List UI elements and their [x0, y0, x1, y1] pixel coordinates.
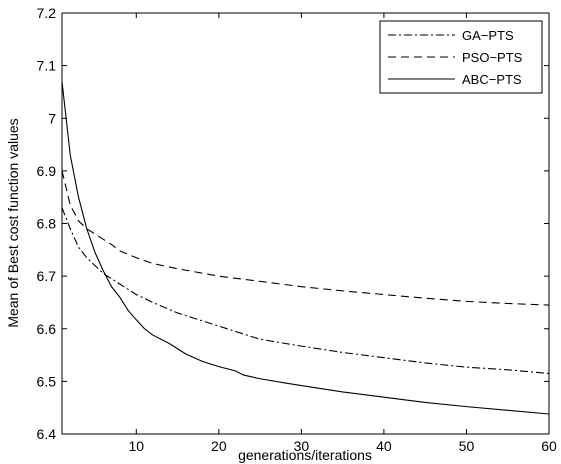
y-tick-label: 7.1: [37, 58, 57, 74]
x-tick-label: 20: [211, 438, 227, 454]
legend-label-2: PSO−PTS: [462, 50, 523, 65]
y-axis-label: Mean of Best cost function values: [5, 118, 21, 327]
series-line-1: [61, 207, 550, 375]
y-tick-label: 7.2: [37, 5, 57, 21]
y-axis-ticks: 6.4 6.5 6.6 6.7 6.8 6.9 7 7.1 7.2: [37, 5, 549, 442]
series-line-3: [61, 81, 550, 415]
y-tick-label: 7: [48, 110, 56, 126]
y-tick-label: 6.4: [37, 426, 57, 442]
y-tick-label: 6.9: [37, 163, 57, 179]
y-tick-label: 6.5: [37, 373, 57, 389]
legend-label-1: GA−PTS: [462, 28, 514, 43]
y-tick-label: 6.6: [37, 321, 57, 337]
x-tick-label: 50: [459, 438, 475, 454]
series-layer: [61, 81, 550, 415]
legend-label-3: ABC−PTS: [462, 72, 522, 87]
x-tick-label: 10: [128, 438, 144, 454]
x-tick-label: 40: [376, 438, 392, 454]
legend: GA−PTS PSO−PTS ABC−PTS: [379, 20, 543, 94]
x-tick-label: 30: [294, 438, 310, 454]
x-tick-label: 60: [541, 438, 557, 454]
x-axis-ticks: 10 20 30 40 50 60: [128, 13, 557, 454]
y-tick-label: 6.7: [37, 268, 57, 284]
x-axis-label: generations/iterations: [238, 447, 372, 463]
y-tick-label: 6.8: [37, 216, 57, 232]
series-line-2: [61, 170, 550, 306]
